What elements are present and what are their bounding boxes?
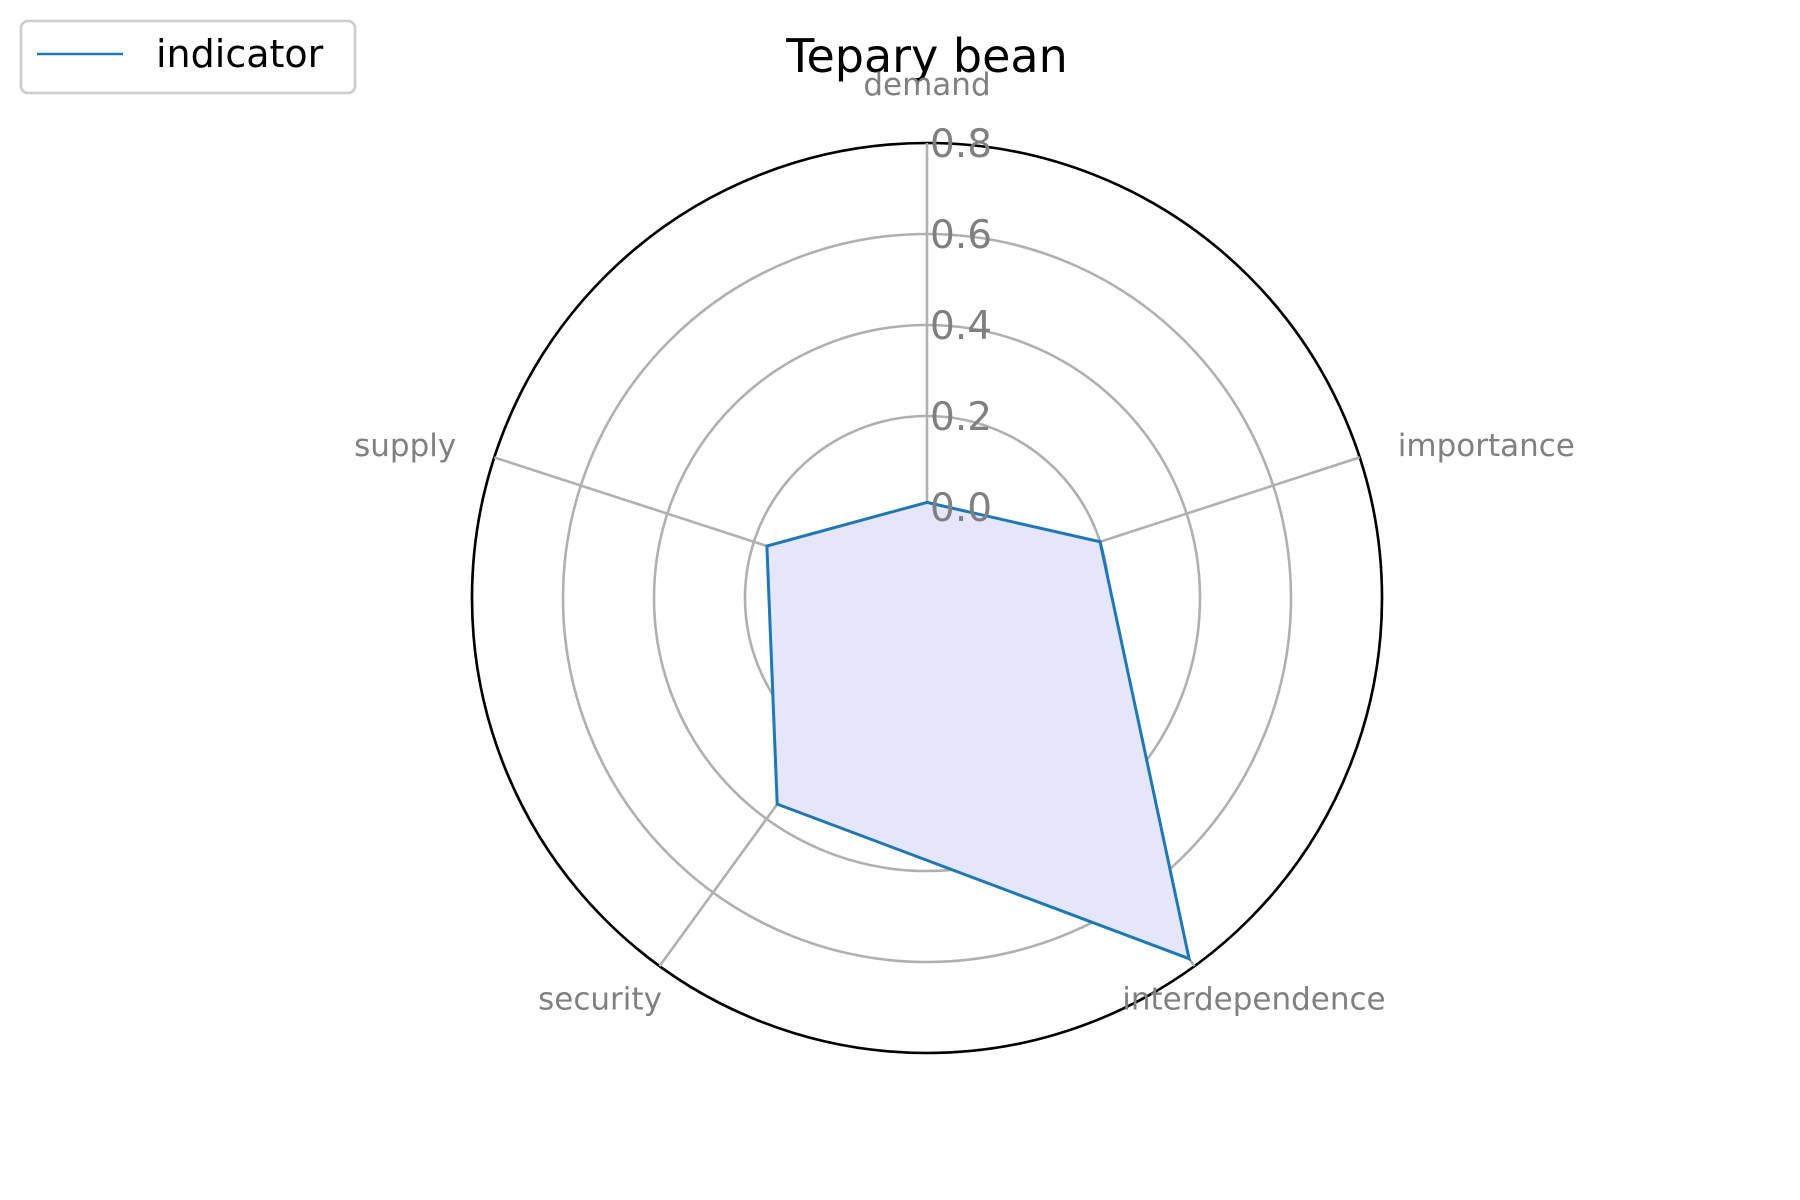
axis-label-supply: supply — [354, 428, 456, 464]
axis-labels: demand importance interdependence security s… — [354, 67, 1575, 1017]
chart-title: Tepary bean — [785, 29, 1068, 83]
series-layer — [765, 500, 1192, 962]
radial-tick-label: 0.4 — [930, 304, 992, 349]
legend-frame — [19, 19, 357, 95]
radial-tick-label: 0.2 — [930, 395, 992, 440]
axis-label-interdependence: interdependence — [1122, 981, 1385, 1017]
axis-label-importance: importance — [1398, 428, 1575, 464]
axis-label-demand: demand — [863, 67, 990, 103]
radial-tick-label: 0.6 — [930, 213, 992, 258]
radial-tick-label: 0.8 — [930, 122, 992, 167]
legend: indicator — [19, 19, 357, 95]
legend-label-indicator: indicator — [156, 32, 324, 76]
series-line-indicator — [765, 500, 1192, 962]
series-fill-indicator — [766, 502, 1190, 959]
tick-labels: 0.0 0.2 0.4 0.6 0.8 — [930, 122, 992, 531]
axis-label-security: security — [538, 981, 662, 1017]
radial-tick-label: 0.0 — [930, 486, 992, 531]
